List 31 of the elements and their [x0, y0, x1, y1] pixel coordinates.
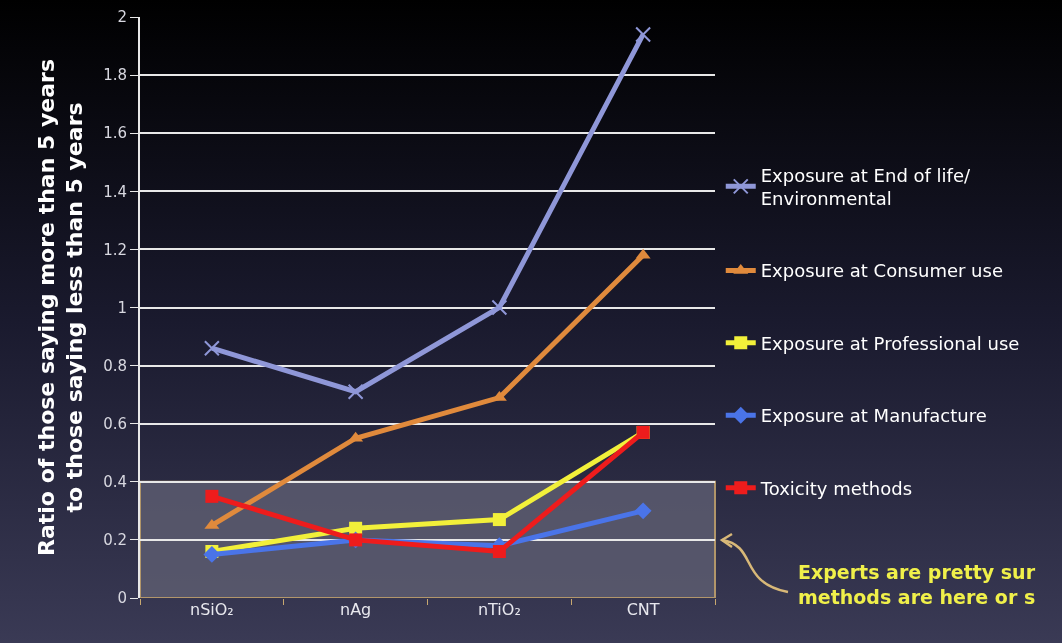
y-tick-label: 1.4 [103, 182, 127, 201]
legend-label: Exposure at Consumer use [760, 260, 1003, 282]
y-tick-label: 0.4 [103, 473, 127, 492]
y-tick-label: 0.2 [103, 531, 127, 550]
legend-label: Exposure at Professional use [760, 332, 1020, 354]
y-tick-label: 1.8 [103, 66, 127, 85]
point [203, 340, 220, 357]
y-tick-label: 1 [117, 298, 127, 317]
point [492, 513, 506, 527]
x-tick-label: nTiO₂ [477, 600, 521, 619]
x-tick-label: nSiO₂ [190, 600, 234, 619]
point [492, 545, 506, 559]
y-tick-label: 0.8 [103, 356, 127, 375]
y-tick-label: 2 [117, 8, 127, 27]
point [491, 299, 508, 316]
y-tick-label: 1.6 [103, 124, 127, 143]
point [347, 383, 364, 400]
legend-label: Toxicity methods [759, 477, 913, 499]
x-tick-label: nAg [340, 600, 372, 619]
x-tick-label: CNT [626, 600, 660, 619]
y-axis-title: Ratio of those saying more than 5 years to those saying less than 5 years [33, 59, 88, 556]
text: Experts are pretty sur methods are here or s [798, 561, 1036, 608]
y-tick-label: 0.6 [103, 414, 127, 433]
y-tick-label: 0 [117, 589, 127, 608]
point [205, 489, 219, 503]
legend-label: Exposure at Manufacture [760, 405, 987, 427]
point [203, 545, 221, 563]
y-tick-label: 1.2 [103, 240, 127, 259]
point [635, 26, 652, 43]
legend-label: Exposure at End of life/ Environmental [760, 164, 972, 210]
point [634, 502, 652, 520]
